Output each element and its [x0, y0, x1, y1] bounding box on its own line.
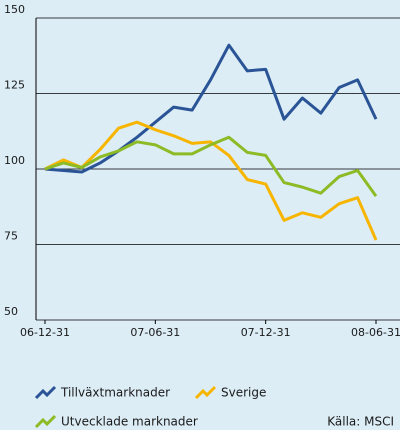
series-line [44, 135, 378, 198]
legend-icon [194, 385, 217, 400]
legend-icon [34, 385, 57, 400]
legend-label: Utvecklade marknader [61, 415, 198, 429]
x-tick-label: 06-12-31 [20, 326, 70, 339]
x-tick-label: 07-12-31 [241, 326, 291, 339]
series-line [44, 120, 378, 241]
source: Källa: MSCI [327, 415, 394, 429]
series-line [44, 43, 378, 174]
y-tick-label: 125 [4, 79, 25, 92]
legend-icon [34, 414, 57, 429]
y-tick-label: 150 [4, 3, 25, 16]
legend-label: Sverige [221, 386, 266, 400]
y-tick-label: 75 [4, 230, 18, 243]
x-tick-label: 08-06-31 [351, 326, 400, 339]
legend-label: Tillväxtmarknader [60, 386, 170, 400]
x-tick-label: 07-06-31 [130, 326, 180, 339]
y-tick-label: 50 [4, 305, 18, 318]
y-tick-label: 100 [4, 154, 25, 167]
